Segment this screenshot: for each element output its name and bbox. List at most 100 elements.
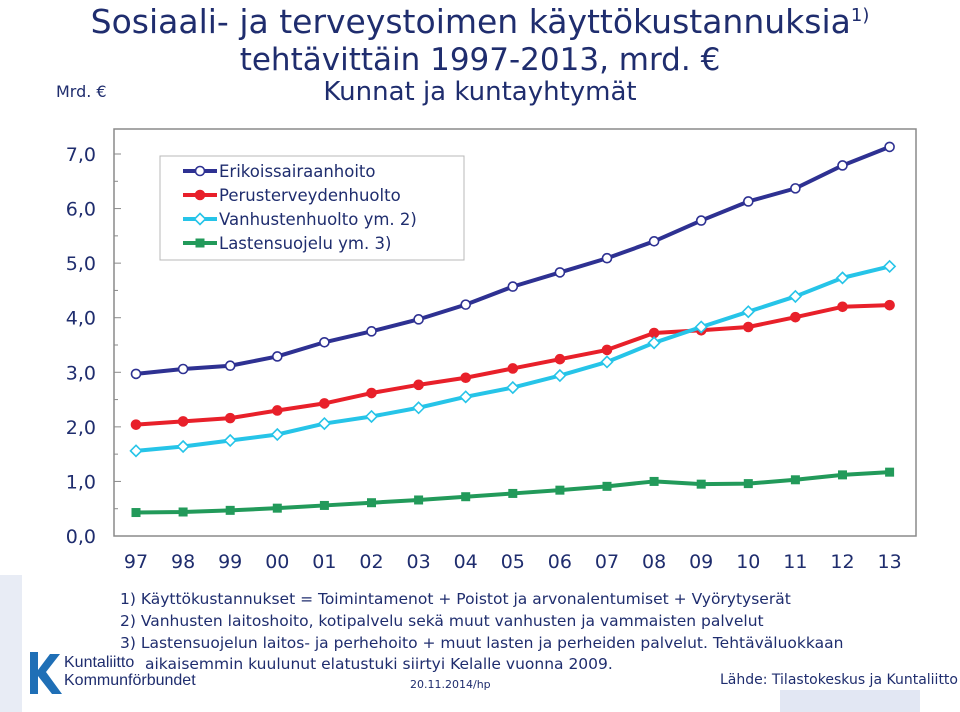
series-4 — [131, 467, 895, 518]
y-tick-label: 7,0 — [66, 144, 96, 166]
plot-frame — [113, 128, 917, 537]
decor-shape — [780, 690, 920, 712]
data-point — [884, 141, 895, 153]
footnote-3-line2: aikaisemmin kuulunut elatustuki siirtyi … — [145, 655, 613, 673]
chart-title-line2: tehtävittäin 1997-2013, mrd. € — [239, 42, 721, 78]
data-point — [413, 314, 424, 325]
data-point — [882, 259, 897, 274]
legend-swatch-marker — [195, 238, 205, 248]
data-point — [835, 271, 850, 285]
decor-stripe — [0, 575, 22, 712]
data-point — [695, 215, 707, 226]
data-point — [414, 495, 424, 505]
data-point — [743, 479, 753, 489]
chart-axes: 0,0 1,0 2,0 3,0 4,0 5,0 6,0 7,0 97 98 99 00 01 02 03 04… — [66, 128, 917, 573]
line-chart: 0,0 1,0 2,0 3,0 4,0 5,0 6,0 7,0 97 98 99 00 01 02 03 04… — [66, 128, 917, 573]
data-point — [460, 299, 472, 310]
chart-series-layer — [129, 141, 897, 518]
data-point — [364, 409, 379, 424]
data-point — [602, 481, 612, 491]
data-point — [271, 351, 283, 362]
data-point — [367, 498, 376, 508]
data-point — [272, 405, 283, 416]
data-point — [507, 281, 519, 292]
legend-label: Vanhustenhuolto ym. 2) — [219, 210, 417, 229]
data-point — [600, 355, 614, 369]
chart-legend: Erikoissairaanhoito Perusterveydenhuolto V… — [159, 155, 465, 261]
data-point — [177, 363, 189, 375]
data-point — [790, 311, 801, 323]
data-point — [554, 353, 566, 365]
data-point — [178, 507, 188, 517]
data-point — [130, 368, 142, 380]
data-point — [224, 412, 236, 424]
data-point — [554, 267, 566, 278]
x-tick-label: 06 — [548, 551, 572, 573]
x-tick-label: 03 — [407, 551, 431, 573]
x-tick-label: 02 — [359, 551, 383, 573]
x-tick-label: 05 — [501, 551, 525, 573]
x-tick-label: 01 — [312, 551, 336, 573]
data-point — [508, 488, 518, 498]
footnote-1: 1) Käyttökustannukset = Toimintamenot + … — [120, 590, 791, 608]
legend-label: Erikoissairaanhoito — [219, 162, 376, 181]
data-point — [411, 401, 426, 415]
data-point — [649, 476, 659, 486]
x-tick-label: 13 — [878, 551, 902, 573]
data-point — [837, 160, 848, 171]
y-tick-label: 2,0 — [66, 417, 96, 439]
series-line — [135, 264, 891, 453]
x-tick-label: 08 — [642, 551, 666, 573]
footnote-3-line1: 3) Lastensuojelun laitos- ja perhehoito … — [120, 634, 844, 652]
data-point — [413, 379, 424, 391]
y-tick-label: 5,0 — [66, 253, 96, 275]
data-point — [319, 398, 330, 409]
date-stamp: 20.11.2014/hp — [410, 678, 491, 691]
data-point — [459, 390, 473, 404]
x-tick-label: 97 — [124, 551, 148, 573]
x-tick-label: 99 — [218, 551, 242, 573]
data-point — [129, 444, 143, 458]
legend-swatch-marker — [194, 189, 206, 201]
data-point — [270, 427, 284, 442]
x-tick-label: 12 — [830, 551, 854, 573]
data-point — [366, 387, 377, 399]
x-tick-label: 11 — [783, 551, 807, 573]
x-tick-label: 98 — [171, 551, 195, 573]
series-3 — [129, 259, 897, 458]
data-point — [790, 475, 800, 485]
data-point — [177, 416, 189, 427]
series-2 — [130, 299, 895, 430]
data-point — [885, 467, 895, 477]
chart-title-line1: Sosiaali- ja terveystoimen käyttökustann… — [0, 2, 960, 41]
data-point — [553, 368, 567, 383]
data-point — [647, 336, 661, 350]
data-point — [317, 416, 332, 431]
data-point — [176, 439, 190, 454]
data-point — [131, 508, 141, 518]
data-point — [838, 470, 847, 480]
logo-text-line1: Kuntaliitto — [64, 654, 135, 671]
data-point — [743, 321, 754, 333]
data-point — [696, 479, 706, 489]
x-tick-label: 07 — [595, 551, 619, 573]
data-point — [366, 326, 377, 337]
unit-label: Mrd. € — [56, 82, 107, 101]
data-point — [460, 372, 472, 384]
kuntaliitto-logo — [30, 652, 62, 694]
x-tick-label: 09 — [689, 551, 713, 573]
legend-label: Perusterveydenhuolto — [219, 186, 401, 205]
data-point — [319, 500, 329, 510]
data-point — [601, 252, 613, 264]
series-1 — [130, 141, 895, 380]
data-point — [507, 363, 519, 374]
data-point — [555, 485, 565, 495]
data-point — [601, 344, 613, 356]
y-tick-label: 0,0 — [66, 526, 96, 548]
data-point — [648, 236, 660, 247]
data-point — [224, 360, 236, 372]
legend-swatch-marker — [194, 165, 206, 177]
y-tick-label: 1,0 — [66, 471, 96, 493]
y-tick-label: 4,0 — [66, 308, 96, 330]
x-tick-label: 10 — [736, 551, 760, 573]
